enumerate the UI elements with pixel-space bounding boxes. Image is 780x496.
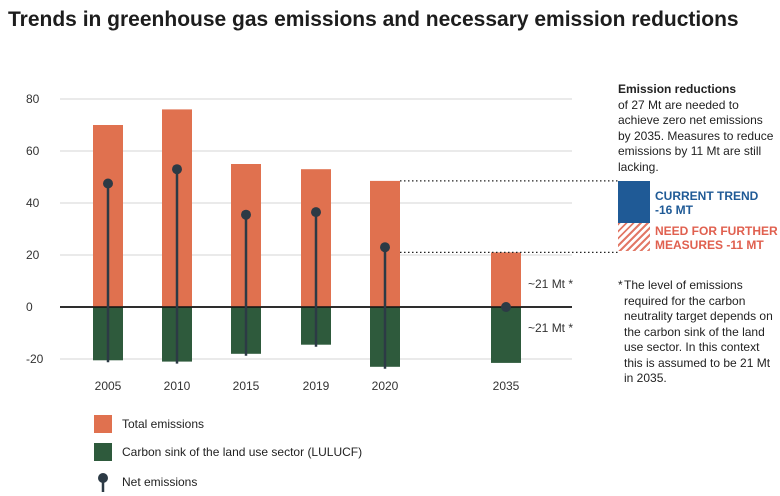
- legend-swatch-sink: [94, 443, 112, 461]
- net-emission-point: [311, 207, 321, 218]
- chart-title: Trends in greenhouse gas emissions and n…: [8, 8, 739, 31]
- legend-item-net: Net emissions: [94, 472, 197, 492]
- net-emission-point: [241, 209, 251, 220]
- net-emission-point: [172, 164, 182, 175]
- x-tick-label: 2005: [95, 379, 122, 393]
- y-tick-label: 60: [26, 144, 40, 158]
- current-trend-label: CURRENT TREND -16 MT: [655, 189, 758, 217]
- current-trend-line-1: CURRENT TREND: [655, 189, 759, 203]
- axis-labels: 80 60 40 20 0 -20 2005 2010 2015 2019 2020 2035 ~21 …: [26, 92, 573, 393]
- further-measures-line-1: NEED FOR FURTHER: [655, 224, 778, 238]
- annotation-above-2035: ~21 Mt *: [528, 277, 573, 291]
- x-tick-label: 2015: [233, 379, 260, 393]
- emission-reductions-note: Emission reductions of 27 Mt are needed …: [618, 82, 778, 175]
- x-tick-label: 2020: [372, 379, 399, 393]
- footnote: * The level of emissions required for th…: [618, 278, 776, 387]
- net-emission-markers: [103, 164, 511, 369]
- x-tick-label: 2019: [303, 379, 330, 393]
- legend-label-net: Net emissions: [122, 475, 198, 489]
- annotation-below-2035: ~21 Mt *: [528, 321, 573, 335]
- note-heading: Emission reductions: [618, 82, 737, 96]
- further-measures-label: NEED FOR FURTHER MEASURES -11 MT: [655, 224, 778, 252]
- legend-label-sink: Carbon sink of the land use sector (LULU…: [122, 445, 363, 459]
- footnote-text: The level of emissions required for the …: [624, 278, 773, 385]
- footnote-star: *: [618, 278, 623, 292]
- y-tick-label: 40: [26, 196, 40, 210]
- further-measures-line-2: MEASURES -11 MT: [655, 238, 764, 252]
- y-tick-label: 80: [26, 92, 40, 106]
- y-tick-label: 20: [26, 248, 40, 262]
- x-tick-label: 2035: [493, 379, 520, 393]
- guide-lines: [400, 180, 618, 253]
- y-tick-label: 0: [26, 300, 33, 314]
- net-marker-icon: [98, 473, 108, 492]
- current-trend-box: [618, 181, 650, 223]
- x-tick-label: 2010: [164, 379, 191, 393]
- net-emission-point: [103, 178, 113, 189]
- legend-item-total: Total emissions: [94, 415, 204, 433]
- legend-swatch-total: [94, 415, 112, 433]
- net-emission-point: [501, 302, 511, 312]
- note-body: of 27 Mt are needed to achieve zero net …: [618, 97, 774, 174]
- further-measures-box: [618, 223, 650, 251]
- total-emissions-bar: [491, 252, 521, 307]
- carbon-sink-bar: [491, 307, 521, 363]
- legend-item-sink: Carbon sink of the land use sector (LULU…: [94, 443, 362, 461]
- net-emission-point: [380, 242, 390, 253]
- legend-label-total: Total emissions: [122, 417, 205, 431]
- current-trend-line-2: -16 MT: [655, 203, 694, 217]
- y-tick-label: -20: [26, 352, 44, 366]
